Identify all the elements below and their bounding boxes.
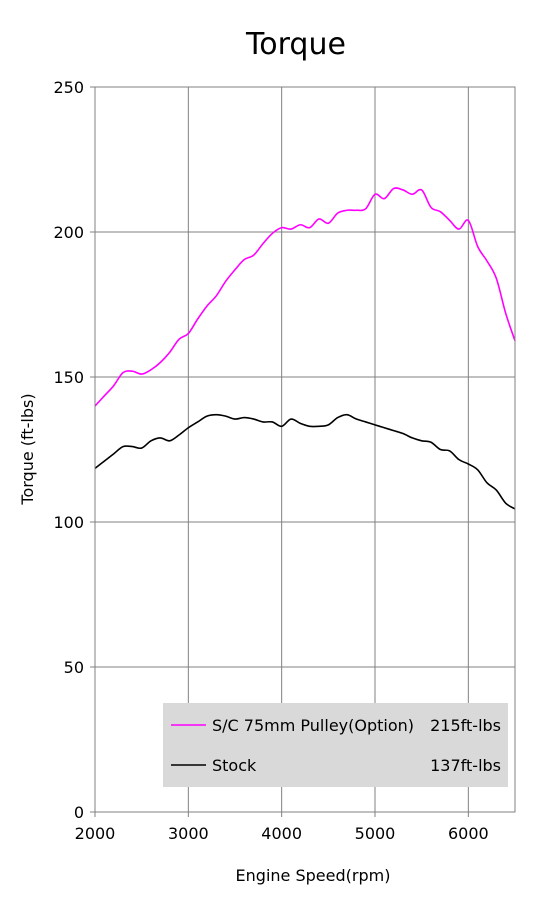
x-axis-label: Engine Speed(rpm)	[236, 866, 391, 885]
legend-value-sc-pulley: 215ft-lbs	[430, 716, 501, 735]
y-axis-label: Torque (ft-lbs)	[18, 393, 37, 505]
legend-label-sc-pulley: S/C 75mm Pulley(Option)	[212, 716, 414, 735]
y-tick-label: 100	[53, 513, 84, 532]
series-lines	[94, 187, 516, 510]
y-tick-label: 200	[53, 223, 84, 242]
x-axis-ticks: 2000 3000 4000 5000 6000	[75, 812, 489, 843]
series-line-sc-pulley	[94, 187, 516, 407]
legend-value-stock: 137ft-lbs	[430, 756, 501, 775]
legend: S/C 75mm Pulley(Option) 215ft-lbs Stock …	[163, 703, 508, 787]
grid-lines	[95, 87, 515, 812]
x-tick-label: 6000	[448, 824, 489, 843]
x-tick-label: 2000	[75, 824, 116, 843]
y-tick-label: 50	[64, 658, 84, 677]
x-tick-label: 5000	[355, 824, 396, 843]
legend-label-stock: Stock	[212, 756, 257, 775]
y-tick-label: 150	[53, 368, 84, 387]
y-tick-label: 0	[74, 803, 84, 822]
series-line-stock	[94, 413, 516, 510]
x-tick-label: 4000	[261, 824, 302, 843]
y-axis-ticks: 0 50 100 150 200 250	[53, 78, 95, 822]
plot-frame	[94, 86, 516, 813]
x-tick-label: 3000	[168, 824, 209, 843]
chart-title: Torque	[245, 27, 346, 62]
y-tick-label: 250	[53, 78, 84, 97]
legend-background	[163, 703, 508, 787]
